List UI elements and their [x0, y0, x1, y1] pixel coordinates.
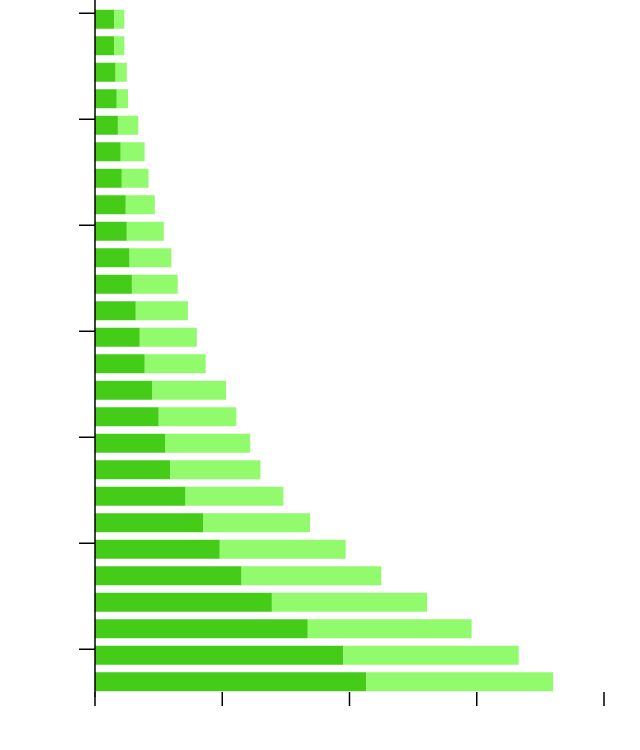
bar-series2-row4 [271, 592, 428, 612]
bar-series2-row13 [144, 354, 206, 374]
bar-series2-row20 [121, 168, 149, 188]
bar-series1-row7 [95, 513, 204, 533]
bar-series1-row9 [95, 460, 171, 480]
bar-series1-row22 [95, 115, 118, 135]
bar-series2-row3 [307, 619, 472, 639]
bar-series2-row16 [131, 274, 178, 294]
bar-series1-row4 [95, 592, 272, 612]
bar-series2-row1 [366, 672, 554, 692]
bars-group [95, 9, 554, 692]
bar-series2-row24 [115, 62, 127, 82]
bar-series2-row12 [152, 380, 227, 400]
bar-series1-row2 [95, 645, 344, 665]
bar-series1-row20 [95, 168, 122, 188]
bar-series2-row19 [125, 195, 155, 215]
bar-series2-row5 [241, 566, 382, 586]
bar-series2-row22 [117, 115, 139, 135]
bar-series2-row15 [135, 301, 188, 321]
bar-series1-row12 [95, 380, 153, 400]
bar-series2-row23 [116, 89, 129, 109]
bar-series2-row11 [158, 407, 237, 427]
y-ticks-group [79, 12, 95, 650]
bar-series2-row14 [139, 327, 197, 347]
bar-series1-row16 [95, 274, 132, 294]
bar-series1-row25 [95, 36, 115, 56]
bar-series2-row21 [120, 142, 145, 162]
bar-series1-row6 [95, 539, 220, 559]
bar-series1-row5 [95, 566, 242, 586]
bar-series2-row17 [129, 248, 172, 268]
bar-series1-row23 [95, 89, 117, 109]
bar-series2-row10 [164, 433, 251, 453]
bar-series2-row2 [343, 645, 519, 665]
x-ticks-group [94, 692, 605, 706]
bar-series1-row24 [95, 62, 116, 82]
bar-series2-row9 [170, 460, 261, 480]
bar-series2-row7 [203, 513, 311, 533]
bar-series1-row14 [95, 327, 140, 347]
bar-series1-row17 [95, 248, 130, 268]
bar-series1-row11 [95, 407, 159, 427]
bar-series1-row10 [95, 433, 165, 453]
bar-series1-row26 [95, 9, 115, 29]
bar-series1-row18 [95, 221, 127, 241]
bar-series1-row21 [95, 142, 121, 162]
bar-series2-row8 [185, 486, 284, 506]
bar-series1-row3 [95, 619, 308, 639]
bar-series2-row25 [114, 36, 125, 56]
bar-series1-row1 [95, 672, 367, 692]
bar-series1-row19 [95, 195, 126, 215]
bar-series2-row6 [219, 539, 346, 559]
bar-series2-row26 [114, 9, 125, 29]
bar-series1-row13 [95, 354, 145, 374]
bar-series1-row8 [95, 486, 186, 506]
bar-series1-row15 [95, 301, 136, 321]
bar-series2-row18 [126, 221, 164, 241]
